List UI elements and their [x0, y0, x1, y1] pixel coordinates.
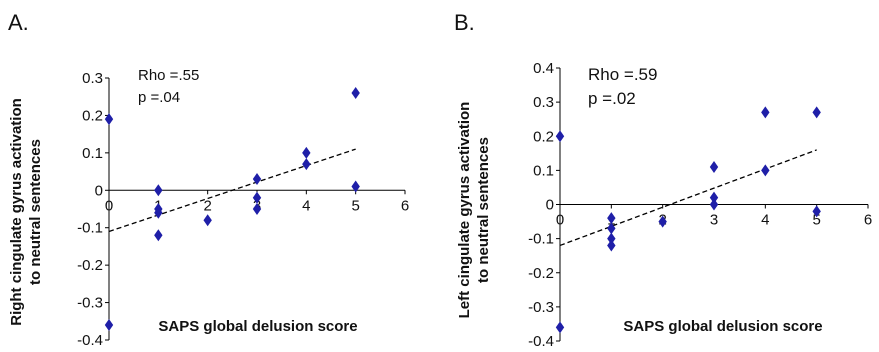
y-tick-label: -0.1 — [77, 220, 103, 237]
y-tick-label: 0 — [95, 182, 103, 199]
data-point — [555, 321, 565, 334]
x-tick-label: 4 — [761, 212, 769, 229]
data-point — [761, 164, 770, 177]
x-tick-label: 5 — [812, 212, 820, 229]
data-point — [154, 229, 163, 242]
panel-a: A.-0.4-0.3-0.2-0.100.10.20.30123456Right… — [8, 10, 409, 349]
y-tick-label: 0.4 — [533, 60, 554, 77]
x-tick-label: 3 — [710, 212, 718, 229]
data-point — [555, 130, 565, 143]
data-point — [607, 232, 616, 245]
data-point — [104, 113, 114, 126]
trendline — [559, 149, 817, 247]
y-tick-label: -0.2 — [77, 257, 103, 274]
y-axis-label-line: to neutral sentences — [475, 137, 492, 283]
data-point — [351, 86, 360, 99]
y-axis-label-line: Left cingulate gyrus activation — [456, 102, 473, 319]
stats-annotation: Rho =.59 — [588, 65, 657, 84]
data-point — [761, 106, 770, 119]
data-point — [252, 203, 262, 215]
data-point — [709, 198, 719, 211]
y-tick-label: 0.1 — [82, 145, 103, 162]
data-point — [104, 319, 114, 332]
data-point — [607, 212, 616, 225]
y-tick-label: 0.2 — [82, 107, 103, 124]
data-point — [154, 184, 163, 197]
x-tick-label: 5 — [351, 197, 359, 214]
data-point — [252, 173, 262, 186]
y-tick-label: 0.3 — [533, 94, 554, 111]
y-axis-label-line: to neutral sentences — [27, 139, 44, 285]
y-tick-label: 0.3 — [82, 70, 103, 87]
y-tick-label: 0.1 — [533, 162, 554, 179]
data-point — [154, 206, 163, 219]
y-tick-label: -0.1 — [528, 231, 554, 248]
y-axis-label-line: Right cingulate gyrus activation — [8, 98, 25, 326]
y-tick-label: -0.3 — [77, 295, 103, 312]
data-point — [658, 215, 667, 228]
stats-annotation: Rho =.55 — [138, 67, 199, 84]
x-axis-label: SAPS global delusion score — [623, 318, 822, 335]
data-point — [812, 205, 821, 218]
x-axis-label: SAPS global delusion score — [158, 318, 357, 335]
stats-annotation: p =.02 — [588, 89, 636, 108]
data-point — [252, 191, 262, 204]
x-tick-label: 4 — [302, 197, 310, 214]
panel-label: A. — [8, 10, 29, 35]
data-point — [709, 160, 719, 173]
data-point — [709, 191, 719, 204]
y-tick-label: -0.4 — [528, 333, 554, 350]
data-point — [351, 180, 360, 193]
data-point — [302, 146, 311, 159]
x-tick-label: 2 — [203, 197, 211, 214]
panel-b: B.-0.4-0.3-0.2-0.100.10.20.30.40123456Le… — [454, 10, 872, 350]
y-tick-label: 0.2 — [533, 128, 554, 145]
data-point — [203, 214, 212, 227]
data-point — [607, 222, 616, 235]
x-tick-label: 0 — [556, 212, 564, 229]
y-tick-label: 0 — [546, 197, 554, 214]
data-point — [812, 106, 821, 119]
y-tick-label: -0.3 — [528, 299, 554, 316]
x-tick-label: 6 — [864, 212, 872, 229]
x-tick-label: 6 — [401, 197, 409, 214]
data-point — [607, 239, 616, 252]
data-point — [302, 158, 311, 171]
y-tick-label: -0.4 — [77, 332, 103, 349]
y-tick-label: -0.2 — [528, 265, 554, 282]
stats-annotation: p =.04 — [138, 89, 180, 106]
trendline — [108, 148, 356, 233]
x-tick-label: 0 — [105, 197, 113, 214]
panel-label: B. — [454, 10, 475, 35]
